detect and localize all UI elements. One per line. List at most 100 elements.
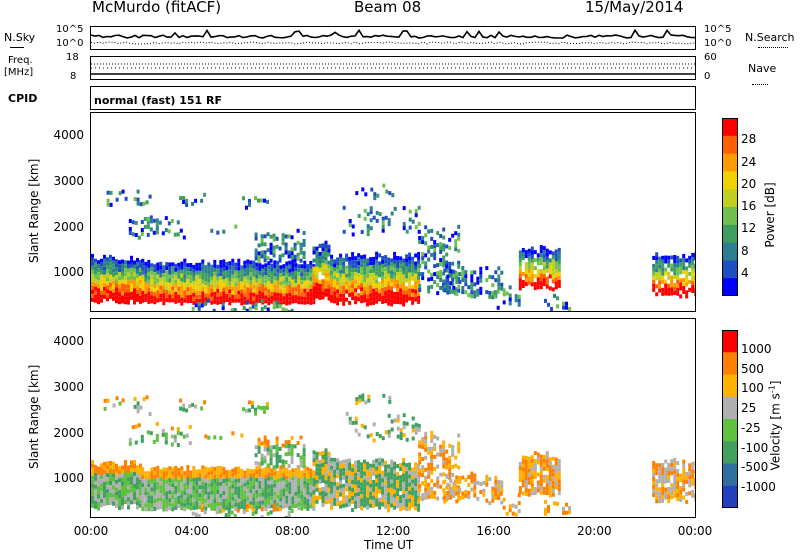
velocity-cell <box>219 501 223 506</box>
velocity-cell <box>252 473 256 478</box>
power-cell <box>455 275 459 280</box>
velocity-cell <box>201 477 205 482</box>
velocity-cell <box>408 498 412 503</box>
power-cell <box>339 269 343 274</box>
power-cell <box>234 224 238 229</box>
velocity-cell <box>306 494 310 499</box>
power-cell <box>467 285 471 290</box>
power-cell <box>260 238 264 243</box>
velocity-cell <box>387 500 391 505</box>
power-cell <box>177 266 181 271</box>
velocity-cell <box>261 500 265 505</box>
velocity-cell <box>497 492 501 496</box>
velocity-cell <box>442 460 446 465</box>
velocity-cell <box>261 504 265 509</box>
velocity-cell <box>536 484 540 489</box>
power-cell <box>150 283 154 288</box>
velocity-cell <box>548 493 552 498</box>
power-cell <box>424 261 428 266</box>
power-cell <box>360 295 364 300</box>
power-cell <box>354 296 358 301</box>
velocity-cell <box>168 482 172 487</box>
velocity-cell <box>231 492 235 497</box>
power-cell <box>502 300 506 305</box>
velocity-cell <box>153 483 157 487</box>
velocity-cell <box>127 485 130 490</box>
power-cell <box>536 269 540 274</box>
power-cell <box>321 263 325 268</box>
power-cell <box>115 283 118 288</box>
power-cell <box>396 288 400 292</box>
velocity-cell <box>198 473 202 478</box>
power-cell <box>282 276 286 281</box>
velocity-cell <box>109 497 112 501</box>
velocity-cell <box>553 501 556 506</box>
power-cell <box>273 284 277 289</box>
velocity-cell <box>136 501 139 506</box>
velocity-cell <box>457 441 461 446</box>
power-cell <box>159 273 163 278</box>
velocity-cell <box>554 485 558 490</box>
velocity-cell <box>372 463 376 468</box>
power-cell <box>94 282 97 287</box>
power-cell <box>231 266 235 271</box>
velocity-cell <box>342 499 346 504</box>
velocity-cell <box>473 489 477 494</box>
power-cell <box>664 259 668 264</box>
power-cell <box>297 276 301 281</box>
velocity-cell <box>312 462 316 467</box>
power-cell <box>327 244 331 249</box>
velocity-cell <box>357 504 361 509</box>
velocity-cell <box>287 510 291 515</box>
velocity-cell <box>249 497 253 502</box>
power-cell <box>375 287 379 292</box>
power-cell <box>254 306 258 311</box>
velocity-cell <box>655 495 659 500</box>
power-cell <box>189 295 193 299</box>
velocity-cell <box>191 511 195 516</box>
power-cell <box>269 242 273 247</box>
velocity-cell <box>448 443 452 448</box>
power-cell <box>159 289 163 294</box>
velocity-cell <box>321 459 325 463</box>
velocity-cell <box>180 466 184 471</box>
velocity-cell <box>348 502 352 507</box>
velocity-cell <box>357 476 361 481</box>
power-cell <box>309 300 313 305</box>
power-cell <box>375 263 379 268</box>
velocity-cell <box>285 487 289 492</box>
velocity-cell <box>518 470 522 475</box>
power-cell <box>109 286 112 291</box>
power-cell <box>685 266 689 271</box>
power-cell <box>141 286 145 291</box>
velocity-cell <box>661 463 665 467</box>
power-cell <box>156 262 160 267</box>
velocity-cell <box>278 446 282 451</box>
velocity-cell <box>255 474 259 478</box>
velocity-cell <box>405 437 409 442</box>
velocity-cell <box>124 472 127 476</box>
power-cell <box>287 250 291 255</box>
velocity-cell <box>100 471 103 476</box>
power-cell <box>390 258 394 263</box>
velocity-cell <box>139 487 142 492</box>
power-cell <box>411 276 415 281</box>
power-cell <box>219 296 223 301</box>
velocity-cell <box>388 395 392 400</box>
velocity-cell <box>411 467 415 472</box>
velocity-cell <box>285 491 289 496</box>
velocity-cell <box>234 470 238 475</box>
power-cell <box>457 284 461 289</box>
velocity-cell <box>216 486 220 490</box>
power-cell <box>366 270 370 275</box>
velocity-cell <box>324 468 328 473</box>
velocity-cell <box>219 481 223 486</box>
velocity-cell <box>249 485 253 490</box>
velocity-cell <box>408 470 412 475</box>
power-cell <box>94 278 97 283</box>
velocity-cell <box>106 473 109 478</box>
velocity-cell <box>159 485 163 490</box>
velocity-cell <box>136 469 139 474</box>
velocity-cell <box>393 493 397 498</box>
power-cell <box>676 267 680 272</box>
